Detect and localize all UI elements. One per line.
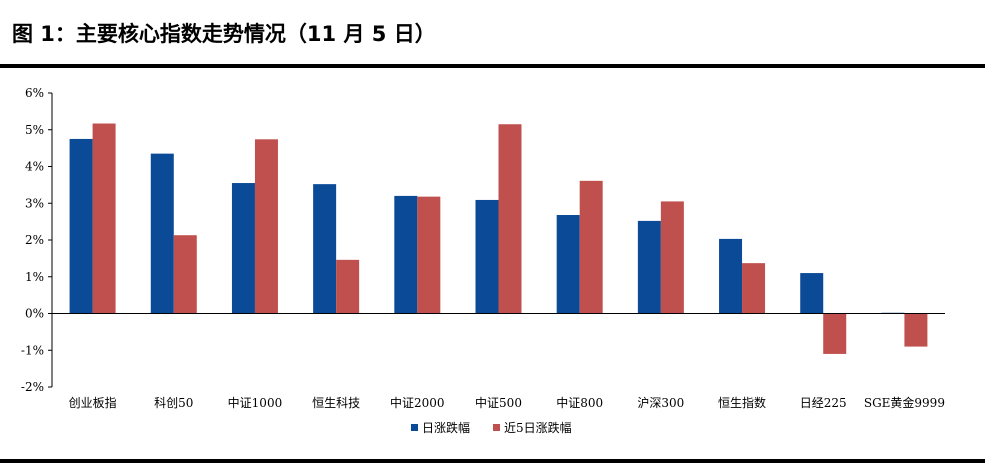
x-tick-label: 中证500 <box>475 395 522 410</box>
chart-title: 图 1：主要核心指数走势情况（11 月 5 日） <box>12 22 436 46</box>
x-tick-label: 沪深300 <box>637 396 684 410</box>
x-tick-label: 创业板指 <box>69 395 117 410</box>
x-tick-label: 恒生指数 <box>718 395 766 410</box>
bar-daily <box>556 215 580 314</box>
y-axis: -2% -1% 0% 1% 2% 3% 4% 5% 6% <box>21 86 53 394</box>
bar-five-day <box>823 313 847 354</box>
bar-daily <box>637 220 661 314</box>
bar-five-day <box>336 259 360 314</box>
x-tick-label: 科创50 <box>154 396 193 410</box>
legend-label: 近5日涨跌幅 <box>504 420 572 435</box>
top-rule <box>0 64 985 68</box>
bar-five-day <box>742 263 766 314</box>
y-tick-label: 4% <box>25 160 44 174</box>
y-tick-label: 6% <box>25 86 44 100</box>
bottom-rule <box>0 459 985 463</box>
bar-five-day <box>904 313 928 347</box>
bar-five-day <box>173 235 197 314</box>
legend-label: 日涨跌幅 <box>422 420 470 435</box>
bar-five-day <box>660 201 684 314</box>
bar-five-day <box>254 139 278 314</box>
y-tick-label: 1% <box>25 270 44 284</box>
bar-daily <box>800 273 824 314</box>
x-tick-label: SGE黄金9999 <box>864 395 945 410</box>
bar-daily <box>69 138 93 314</box>
x-tick-label: 中证1000 <box>228 395 283 410</box>
y-tick-label: -1% <box>21 343 44 357</box>
x-axis: 创业板指 科创50 中证1000 恒生科技 中证2000 中证500 中证800 沪深300 恒… <box>52 313 945 410</box>
bar-five-day <box>417 196 441 314</box>
bar-five-day <box>498 124 522 314</box>
x-tick-label: 中证800 <box>556 395 603 410</box>
bar-daily <box>394 195 418 314</box>
y-tick-label: 2% <box>25 233 44 247</box>
x-tick-label: 日经225 <box>800 396 847 410</box>
legend-swatch <box>411 424 418 431</box>
bars <box>69 123 928 354</box>
bar-five-day <box>92 123 116 314</box>
y-tick-label: 3% <box>25 196 44 210</box>
x-tick-label: 中证2000 <box>390 395 445 410</box>
y-tick-label: -2% <box>21 380 44 394</box>
bar-daily <box>719 238 743 314</box>
x-tick-label: 恒生科技 <box>312 396 360 410</box>
bar-daily <box>475 199 499 314</box>
legend-swatch <box>493 424 500 431</box>
bar-five-day <box>579 180 603 314</box>
bar-daily <box>150 153 174 314</box>
y-tick-label: 5% <box>25 123 44 137</box>
bar-daily <box>231 183 255 314</box>
legend: 日涨跌幅 近5日涨跌幅 <box>411 420 572 435</box>
bar-daily <box>313 184 337 314</box>
y-tick-label: 0% <box>25 307 44 321</box>
